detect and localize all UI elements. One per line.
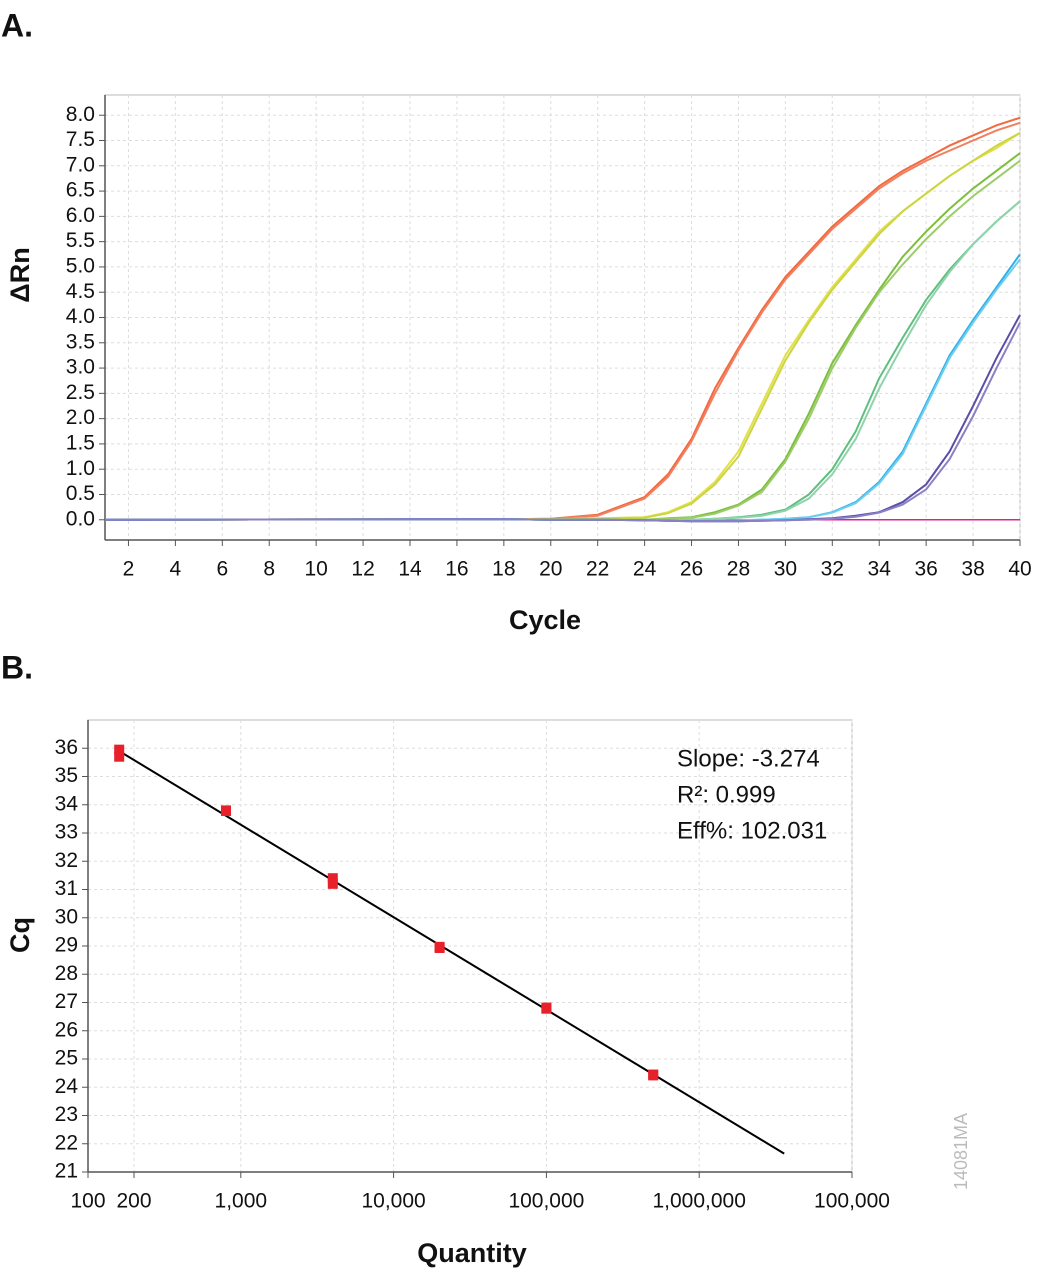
y-tick-label: 2.0 (66, 406, 95, 429)
fit-line (118, 750, 785, 1155)
y-tick-label: 22 (55, 1131, 78, 1154)
y-tick-label: 0.5 (66, 482, 95, 505)
y-tick-label: 33 (55, 821, 78, 844)
x-tick-label: 16 (445, 558, 468, 581)
y-tick-label: 5.0 (66, 254, 95, 277)
annotation: R²: 0.999 (677, 781, 776, 808)
data-point (541, 1003, 552, 1014)
x-tick-label: 12 (351, 558, 374, 581)
x-tick-label: 100,000 (508, 1190, 584, 1213)
y-tick-label: 24 (55, 1075, 79, 1098)
y-tick-label: 25 (55, 1047, 78, 1070)
y-tick-label: 7.5 (66, 128, 95, 151)
x-tick-label: 100 (70, 1190, 105, 1213)
y-tick-label: 36 (55, 736, 78, 759)
x-tick-label: 32 (821, 558, 844, 581)
y-tick-label: 4.0 (66, 305, 95, 328)
x-tick-label: 28 (727, 558, 750, 581)
x-tick-label: 6 (216, 558, 228, 581)
watermark: 14081MA (951, 1113, 971, 1190)
x-tick-label: 1,000 (215, 1190, 268, 1213)
y-tick-label: 1.0 (66, 457, 95, 480)
x-tick-label: 10,000 (361, 1190, 425, 1213)
y-tick-label: 28 (55, 962, 78, 985)
y-tick-label: 8.0 (66, 103, 95, 126)
x-tick-label: 4 (170, 558, 182, 581)
x-tick-label: 2 (123, 558, 135, 581)
x-axis-title: Cycle (509, 605, 581, 635)
x-tick-label: 40 (1008, 558, 1031, 581)
data-point (114, 744, 125, 755)
x-tick-label: 200 (116, 1190, 151, 1213)
y-tick-label: 32 (55, 849, 78, 872)
y-tick-label: 23 (55, 1103, 78, 1126)
data-point (327, 878, 338, 889)
annotation: Eff%: 102.031 (677, 817, 827, 844)
x-tick-label: 1,000,000 (652, 1190, 745, 1213)
x-tick-label: 8 (263, 558, 275, 581)
y-tick-label: 31 (55, 877, 78, 900)
annotation: Slope: -3.274 (677, 745, 820, 772)
y-tick-label: 7.0 (66, 153, 95, 176)
amplification-curve (104, 322, 1021, 523)
x-tick-label: 22 (586, 558, 609, 581)
x-tick-label: 26 (680, 558, 703, 581)
y-axis-title: ΔRn (5, 247, 35, 302)
data-point (220, 805, 231, 816)
y-tick-label: 3.0 (66, 356, 95, 379)
y-tick-label: 3.5 (66, 330, 95, 353)
y-tick-label: 34 (55, 792, 79, 815)
panel-label: B. (1, 649, 33, 685)
x-tick-label: 100,000 (814, 1190, 890, 1213)
y-tick-label: 1.5 (66, 431, 95, 454)
x-tick-label: 36 (914, 558, 937, 581)
y-tick-label: 5.5 (66, 229, 95, 252)
y-tick-label: 30 (55, 905, 78, 928)
y-tick-label: 0.0 (66, 507, 95, 530)
y-tick-label: 29 (55, 934, 78, 957)
y-tick-label: 27 (55, 990, 78, 1013)
y-tick-label: 4.5 (66, 280, 95, 303)
y-axis-title: Cq (5, 917, 35, 953)
y-tick-label: 26 (55, 1018, 78, 1041)
x-tick-label: 10 (304, 558, 327, 581)
y-tick-label: 21 (55, 1160, 78, 1183)
amplification-curve (104, 121, 1021, 521)
y-tick-label: 6.0 (66, 204, 95, 227)
y-tick-label: 35 (55, 764, 78, 787)
y-tick-label: 6.5 (66, 179, 95, 202)
x-axis-title: Quantity (417, 1238, 527, 1268)
x-tick-label: 14 (398, 558, 422, 581)
data-point (327, 873, 338, 884)
data-point (114, 751, 125, 762)
x-tick-label: 24 (633, 558, 657, 581)
x-tick-label: 20 (539, 558, 562, 581)
data-point (648, 1070, 659, 1081)
x-tick-label: 30 (774, 558, 797, 581)
x-tick-label: 34 (868, 558, 892, 581)
y-tick-label: 2.5 (66, 381, 95, 404)
x-tick-label: 18 (492, 558, 515, 581)
data-point (434, 942, 445, 953)
x-tick-label: 38 (961, 558, 984, 581)
panel-label: A. (1, 7, 33, 43)
